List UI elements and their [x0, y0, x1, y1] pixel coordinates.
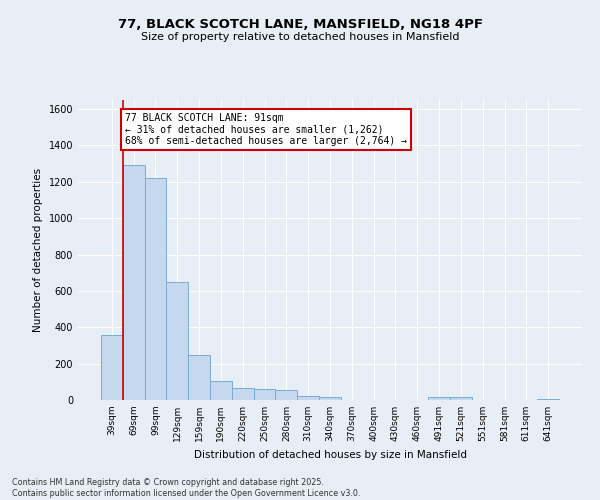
Bar	[297, 396, 319, 400]
Bar	[166, 282, 188, 400]
Bar	[428, 398, 450, 400]
Bar	[123, 166, 145, 400]
Text: 77, BLACK SCOTCH LANE, MANSFIELD, NG18 4PF: 77, BLACK SCOTCH LANE, MANSFIELD, NG18 4…	[118, 18, 482, 30]
Text: Contains HM Land Registry data © Crown copyright and database right 2025.
Contai: Contains HM Land Registry data © Crown c…	[12, 478, 361, 498]
Bar	[319, 398, 341, 400]
X-axis label: Distribution of detached houses by size in Mansfield: Distribution of detached houses by size …	[193, 450, 467, 460]
Bar	[450, 398, 472, 400]
Bar	[254, 389, 275, 400]
Bar	[188, 354, 210, 400]
Text: Size of property relative to detached houses in Mansfield: Size of property relative to detached ho…	[141, 32, 459, 42]
Bar	[537, 399, 559, 400]
Bar	[145, 178, 166, 400]
Bar	[101, 334, 123, 400]
Y-axis label: Number of detached properties: Number of detached properties	[33, 168, 43, 332]
Bar	[210, 381, 232, 400]
Bar	[275, 390, 297, 400]
Text: 77 BLACK SCOTCH LANE: 91sqm
← 31% of detached houses are smaller (1,262)
68% of : 77 BLACK SCOTCH LANE: 91sqm ← 31% of det…	[125, 112, 407, 146]
Bar	[232, 388, 254, 400]
